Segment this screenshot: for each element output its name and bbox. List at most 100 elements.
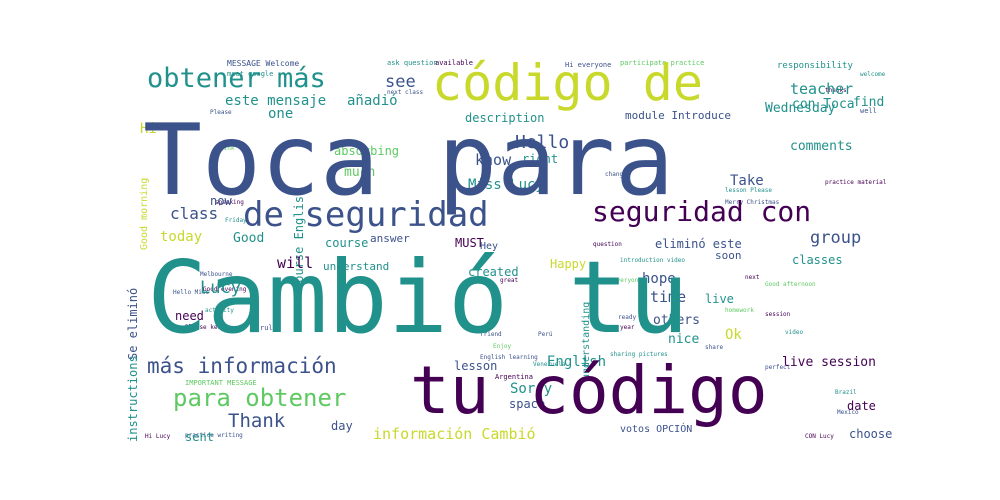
word-con-toca: con Toca — [792, 97, 855, 112]
word-rule: rule — [260, 324, 277, 332]
word-class: class — [170, 204, 219, 223]
word-will: will — [277, 254, 314, 272]
word-please: Please — [210, 109, 232, 116]
word-hi: Hi — [140, 121, 157, 137]
word-right: right — [522, 152, 559, 166]
word-mas-informacion: más información — [147, 354, 337, 378]
word-lucy: Lucy — [200, 278, 241, 298]
word-description: description — [465, 111, 545, 125]
word-message-welcome: MESSAGE Welcome — [227, 59, 300, 68]
word-hello-miss: Hello Miss — [173, 289, 210, 296]
word-available: available — [435, 59, 473, 67]
word-responsibility: responsibility — [777, 61, 853, 71]
word-great: great — [500, 277, 519, 284]
word-enjoy: Enjoy — [493, 343, 512, 350]
word-toca-para: Toca para — [143, 104, 675, 218]
word-share: share — [705, 344, 724, 351]
word-wednesday: Wednesday — [765, 101, 836, 116]
word-hi-lucy: Hi Lucy — [145, 433, 171, 440]
word-year: year — [620, 324, 635, 331]
word-live: live — [705, 292, 734, 306]
word-change: change — [605, 171, 627, 178]
word-ok: Ok — [725, 327, 742, 343]
word-understand: understand — [323, 260, 390, 273]
word-date: date — [847, 399, 876, 413]
word-informacion-cambio: información Cambió — [373, 425, 536, 443]
word-de-seguridad: de seguridad — [243, 195, 489, 235]
word-mexico: Mexico — [837, 409, 859, 416]
word-space: space — [509, 397, 546, 411]
word-friday: Friday — [225, 217, 247, 224]
word-peru: Perú — [538, 331, 553, 338]
word-others: others — [653, 313, 700, 328]
word-good-evening: Good evening — [203, 286, 247, 293]
word-se-elimino: Se eliminó — [126, 287, 140, 360]
word-cambio-tu: Cambió tu — [147, 239, 689, 356]
word-nice: nice — [668, 332, 700, 347]
word-well: well — [860, 107, 877, 115]
word-friend: friend — [480, 331, 502, 338]
word-meet-google: meet google — [227, 70, 274, 78]
word-sorry: Sorry — [510, 381, 553, 397]
word-venezuela: Venezuela — [533, 361, 566, 368]
word-answer: answer — [370, 232, 410, 245]
word-obtener-mas: obtener más — [147, 63, 326, 94]
word-see: see — [385, 72, 416, 92]
word-one: one — [268, 106, 294, 122]
word-seguridad-con: seguridad con — [592, 195, 812, 228]
word-activity: activity — [205, 307, 234, 314]
word-tu-codigo: tu código — [410, 352, 768, 429]
word-please-keep: Please keep — [185, 324, 225, 331]
word-happy: Happy — [550, 257, 587, 271]
word-with-lucy: CON Lucy — [805, 433, 834, 440]
word-hello: Hello — [515, 132, 570, 153]
word-sharing-pictures: sharing pictures — [610, 351, 668, 358]
word-thanks: thanks — [825, 87, 847, 94]
word-sent: sent — [185, 430, 214, 444]
word-know: know — [475, 151, 512, 169]
word-merry-christmas: Merry Christmas — [725, 199, 780, 206]
word-practice-material: practice material — [825, 179, 887, 186]
word-este-mensaje: este mensaje — [225, 93, 327, 109]
word-module-introduce: module Introduce — [625, 109, 731, 122]
word-instructions: instructions — [126, 355, 140, 442]
word-speaking: speaking — [215, 199, 244, 206]
word-everyone: everyone — [613, 277, 642, 284]
word-time: time — [650, 288, 687, 306]
word-hi-everyone: Hi everyone — [565, 61, 612, 69]
word-now: now — [210, 194, 232, 208]
word-good: Good — [233, 231, 265, 246]
word-today: today — [160, 229, 203, 245]
word-english: English — [547, 354, 607, 370]
word-created: created — [468, 265, 519, 279]
word-absorbing: absorbing — [334, 144, 400, 158]
word-soon: soon — [715, 249, 742, 262]
word-classes: classes — [792, 253, 843, 267]
word-much: much — [344, 165, 376, 180]
word-good-afternoon: Good afternoon — [765, 281, 816, 288]
word-codigo-de: código de — [432, 54, 703, 112]
word-next: next — [745, 274, 760, 281]
word-day: day — [331, 419, 353, 433]
word-course: course — [325, 236, 369, 250]
word-ready: ready — [618, 314, 637, 321]
word-find: find — [853, 95, 885, 110]
word-melbourne: Melbourne — [200, 271, 233, 278]
word-lesson-please: lesson Please — [725, 187, 772, 194]
word-perfect: perfect — [765, 364, 791, 371]
word-video: video — [785, 329, 804, 336]
word-group: group — [810, 228, 862, 248]
word-question: question — [593, 241, 622, 248]
word-hey: Hey — [480, 241, 499, 252]
word-teacher: teacher — [790, 80, 854, 98]
word-hope: hope — [642, 271, 676, 287]
word-session: session — [765, 311, 791, 318]
word-anadio: añadió — [347, 93, 398, 109]
word-para-obtener: para obtener — [173, 384, 347, 412]
word-live-session: live session — [782, 355, 876, 370]
word-elimino-este: eliminó este — [655, 237, 742, 251]
word-introduction-video: introduction video — [620, 257, 686, 264]
word-argentina: Argentina — [495, 373, 533, 381]
word-english-learning: English learning — [480, 354, 538, 361]
word-practice-writing: practice writing — [185, 432, 243, 439]
